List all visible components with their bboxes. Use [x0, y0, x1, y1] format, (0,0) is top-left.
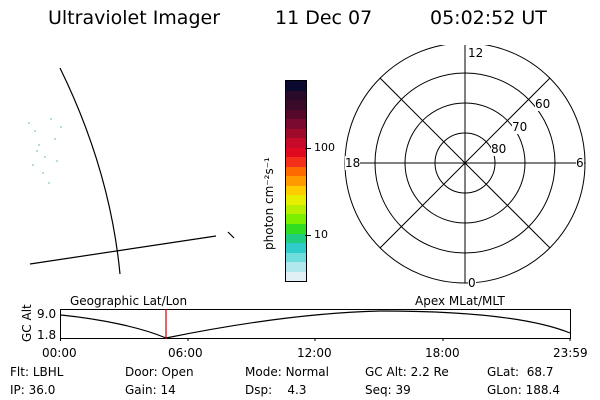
altitude-curve	[60, 310, 571, 339]
colorbar-label-100: 100	[314, 141, 335, 154]
colorbar-unit-label: photon cm⁻²s⁻¹	[262, 157, 276, 250]
colorbar-band	[286, 90, 306, 101]
colorbar-band	[286, 147, 306, 158]
colorbar-band	[286, 252, 306, 263]
polar-plot	[344, 45, 586, 284]
geographic-caption: Geographic Lat/Lon	[70, 294, 188, 308]
color-scale-bar	[285, 80, 307, 282]
mlt-line-diag2	[379, 77, 551, 249]
info-seq: Seq: 39	[365, 383, 411, 397]
colorbar-band	[286, 195, 306, 205]
orbit-ytick-bottom: 1.8	[37, 328, 57, 342]
colorbar-band	[286, 109, 306, 120]
mlt-label-18: 18	[345, 156, 361, 170]
info-gain: Gain: 14	[125, 383, 176, 397]
lat-label-60: 60	[535, 97, 551, 111]
auroral-speckle	[28, 118, 62, 184]
info-gcalt: GC Alt: 2.2 Re	[365, 365, 449, 379]
xtick-label-2359: 23:59	[553, 346, 588, 360]
colorbar-band	[286, 81, 306, 91]
colorbar-band	[286, 128, 306, 139]
colorbar-band	[286, 176, 306, 186]
latitude-line	[29, 235, 217, 265]
mlt-label-0: 0	[468, 276, 476, 290]
lat-label-80: 80	[491, 142, 507, 156]
info-ip: IP: 36.0	[10, 383, 56, 397]
mlt-label-6: 6	[576, 156, 584, 170]
colorbar-label-10: 10	[314, 228, 328, 241]
header-time: 05:02:52 UT	[430, 7, 547, 29]
geographic-image-panel	[28, 67, 235, 275]
orbit-altitude-plot	[60, 309, 571, 341]
grid-segment	[227, 231, 235, 239]
longitude-line	[59, 67, 121, 275]
colorbar-tick-100	[305, 148, 311, 149]
colorbar-band	[286, 223, 306, 234]
colorbar-tick-10	[305, 235, 311, 236]
colorbar-band	[286, 166, 306, 177]
colorbar-band	[286, 233, 306, 244]
colorbar-band	[286, 157, 306, 167]
colorbar-band	[286, 262, 306, 272]
colorbar-band	[286, 185, 306, 196]
orbit-plot-frame	[60, 309, 571, 339]
colorbar-band	[286, 204, 306, 215]
colorbar-band	[286, 100, 306, 110]
mlt-label-12: 12	[468, 46, 484, 60]
apex-caption: Apex MLat/MLT	[415, 294, 505, 308]
colorbar-band	[286, 214, 306, 224]
lat-label-70: 70	[512, 120, 528, 134]
header-date: 11 Dec 07	[275, 7, 373, 29]
info-flt: Flt: LBHL	[10, 365, 64, 379]
xtick-label-1200: 12:00	[297, 346, 332, 360]
colorbar-band	[286, 243, 306, 253]
info-dsp: Dsp: 4.3	[245, 383, 307, 397]
info-mode: Mode: Normal	[245, 365, 329, 379]
orbit-ylabel: GC Alt	[20, 304, 34, 342]
orbit-ytick-top: 9.0	[37, 307, 57, 321]
xtick-label-1800: 18:00	[425, 346, 460, 360]
colorbar-band	[286, 271, 306, 282]
colorbar-band	[286, 138, 306, 148]
xtick-label-0000: 00:00	[42, 346, 77, 360]
instrument-title: Ultraviolet Imager	[48, 7, 221, 29]
info-glon: GLon: 188.4	[487, 383, 560, 397]
info-glat: GLat: 68.7	[487, 365, 554, 379]
colorbar-band	[286, 119, 306, 129]
info-door: Door: Open	[125, 365, 194, 379]
xtick-label-0600: 06:00	[168, 346, 203, 360]
